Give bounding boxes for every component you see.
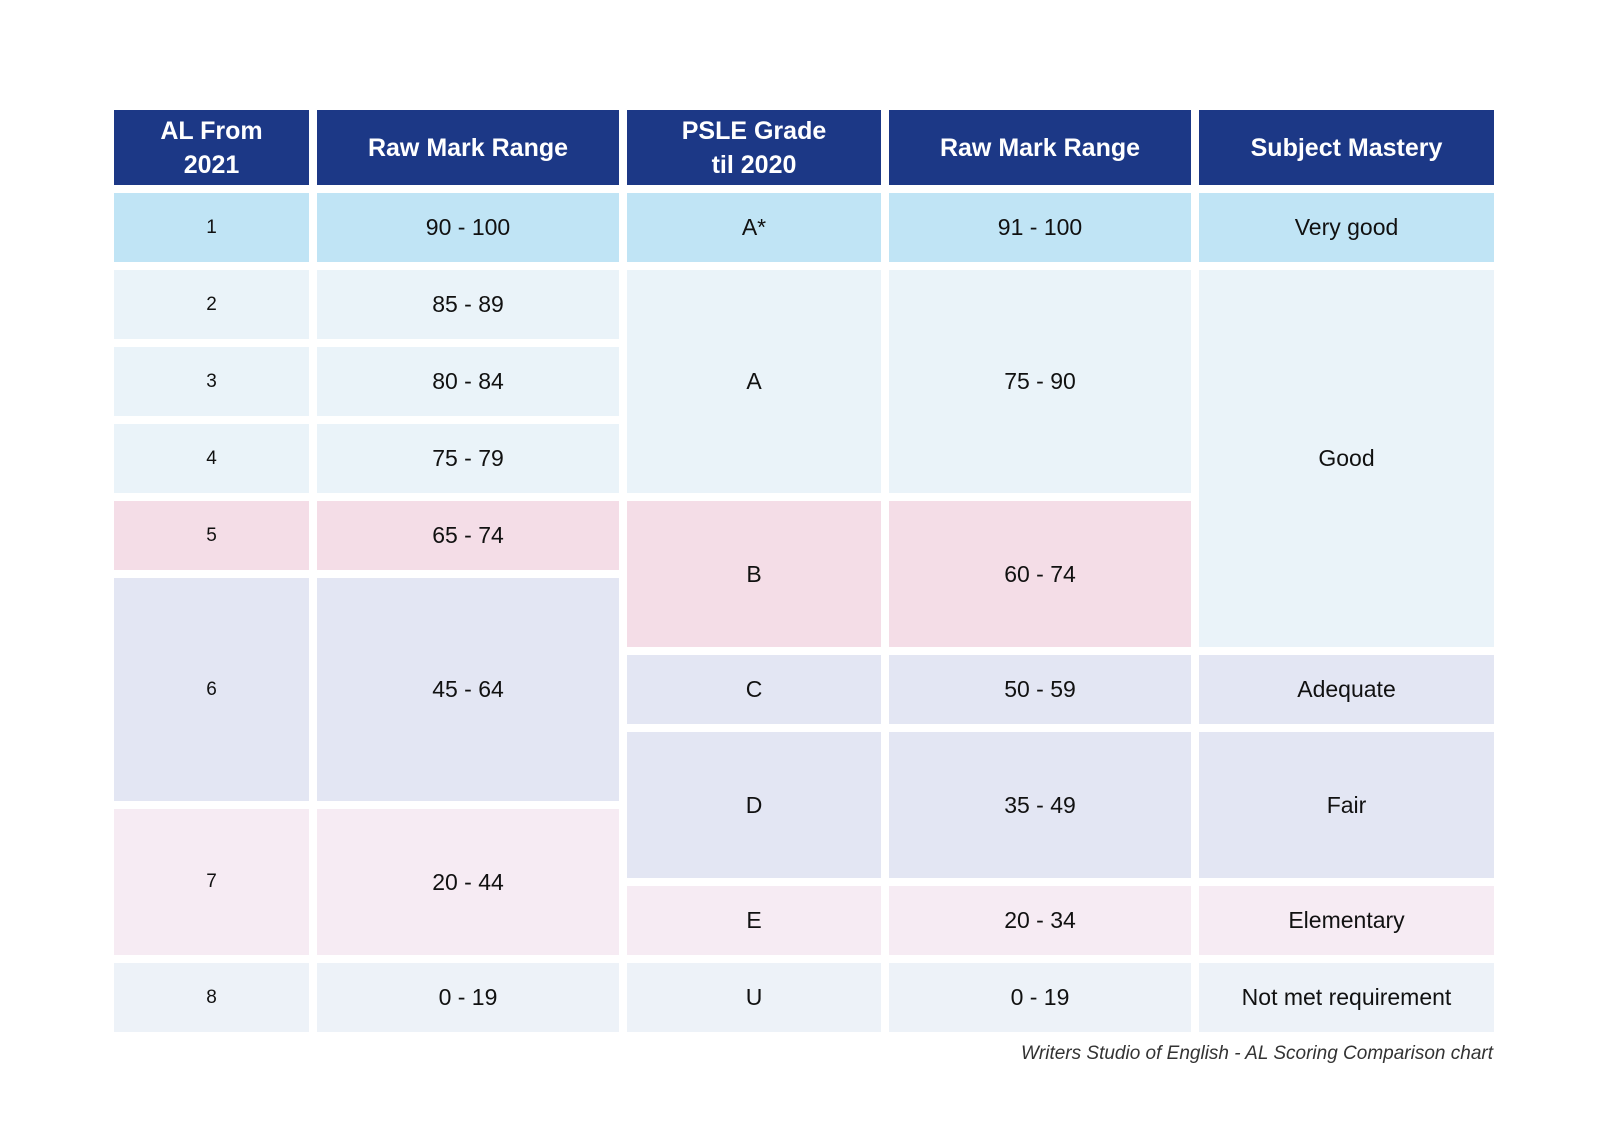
grade-range-value: 20 - 34 [1004, 907, 1076, 933]
al-cell-8: 8 [114, 963, 309, 1032]
al-cell-3: 3 [114, 347, 309, 416]
al-range-value: 45 - 64 [432, 676, 504, 702]
grade-value: A* [741, 214, 767, 240]
al-value: 8 [206, 986, 217, 1008]
mastery-cell-very-good: Very good [1199, 193, 1494, 262]
header-raw-mark-range-psle: Raw Mark Range [889, 110, 1191, 185]
chart-caption: Writers Studio of English - AL Scoring C… [1020, 1043, 1493, 1064]
al-cell-6: 6 [114, 578, 309, 801]
al-value: 5 [206, 524, 217, 546]
grade-value: D [745, 791, 763, 818]
grade-range-cell-a-star: 91 - 100 [889, 193, 1191, 262]
header-al-from-2021: AL From 2021 [114, 110, 309, 185]
mastery-value: Not met requirement [1241, 984, 1452, 1010]
al-value: 6 [206, 678, 217, 700]
al-range-value: 65 - 74 [432, 522, 504, 548]
grade-cell-a-star: A* [627, 193, 881, 262]
grade-range-cell-c: 50 - 59 [889, 655, 1191, 724]
grade-range-value: 0 - 19 [1010, 984, 1070, 1010]
al-range-cell-8: 0 - 19 [317, 963, 619, 1032]
al-value: 7 [206, 871, 217, 892]
al-range-value: 90 - 100 [425, 214, 511, 240]
header-subject-mastery: Subject Mastery [1199, 110, 1494, 185]
al-range-value: 20 - 44 [432, 868, 504, 895]
al-range-value: 80 - 84 [432, 368, 504, 394]
grade-cell-e: E [627, 886, 881, 955]
grade-range-cell-u: 0 - 19 [889, 963, 1191, 1032]
al-value: 1 [206, 216, 217, 238]
al-value: 4 [206, 447, 217, 469]
al-cell-7: 7 [114, 809, 309, 955]
grade-value: A [746, 368, 762, 394]
mastery-cell-good: Good [1199, 270, 1494, 647]
grade-range-value: 35 - 49 [1004, 791, 1076, 818]
header-raw-mark-psle-label: Raw Mark Range [939, 133, 1141, 162]
grade-range-cell-e: 20 - 34 [889, 886, 1191, 955]
grade-value: C [745, 676, 763, 702]
header-raw-mark-range-al: Raw Mark Range [317, 110, 619, 185]
mastery-cell-not-met: Not met requirement [1199, 963, 1494, 1032]
al-range-cell-3: 80 - 84 [317, 347, 619, 416]
al-range-cell-6: 45 - 64 [317, 578, 619, 801]
al-range-value: 0 - 19 [438, 984, 498, 1010]
mastery-cell-adequate: Adequate [1199, 655, 1494, 724]
mastery-cell-fair: Fair [1199, 732, 1494, 878]
header-psle-grade-til-2020: PSLE Grade til 2020 [627, 110, 881, 185]
grade-range-value: 60 - 74 [1004, 560, 1076, 587]
mastery-value: Very good [1294, 214, 1399, 240]
al-cell-5: 5 [114, 501, 309, 570]
grade-value: E [746, 907, 762, 933]
grade-cell-c: C [627, 655, 881, 724]
al-range-value: 75 - 79 [432, 445, 504, 471]
header-mastery-label: Subject Mastery [1250, 133, 1443, 162]
grade-range-cell-d: 35 - 49 [889, 732, 1191, 878]
mastery-value: Good [1318, 445, 1375, 471]
al-range-cell-2: 85 - 89 [317, 270, 619, 339]
grade-value: B [746, 560, 762, 587]
grade-range-cell-b: 60 - 74 [889, 501, 1191, 647]
header-raw-mark-al-label: Raw Mark Range [367, 133, 569, 162]
al-value: 3 [206, 370, 217, 392]
grade-range-cell-a: 75 - 90 [889, 270, 1191, 493]
mastery-value: Fair [1326, 791, 1367, 818]
grade-range-value: 50 - 59 [1004, 676, 1076, 702]
al-cell-4: 4 [114, 424, 309, 493]
al-cell-1: 1 [114, 193, 309, 262]
grade-value: U [745, 984, 763, 1010]
grade-cell-u: U [627, 963, 881, 1032]
al-range-cell-1: 90 - 100 [317, 193, 619, 262]
grade-cell-d: D [627, 732, 881, 878]
header-al-label: AL From 2021 [160, 116, 263, 179]
grade-cell-a: A [627, 270, 881, 493]
al-value: 2 [206, 293, 217, 315]
al-range-cell-5: 65 - 74 [317, 501, 619, 570]
al-cell-2: 2 [114, 270, 309, 339]
al-range-value: 85 - 89 [432, 291, 504, 317]
mastery-value: Elementary [1288, 907, 1405, 933]
mastery-value: Adequate [1297, 676, 1396, 702]
header-psle-label: PSLE Grade til 2020 [681, 116, 827, 179]
al-range-cell-7: 20 - 44 [317, 809, 619, 955]
grade-range-value: 91 - 100 [997, 214, 1083, 240]
grade-cell-b: B [627, 501, 881, 647]
al-range-cell-4: 75 - 79 [317, 424, 619, 493]
mastery-cell-elementary: Elementary [1199, 886, 1494, 955]
grade-range-value: 75 - 90 [1004, 368, 1076, 394]
